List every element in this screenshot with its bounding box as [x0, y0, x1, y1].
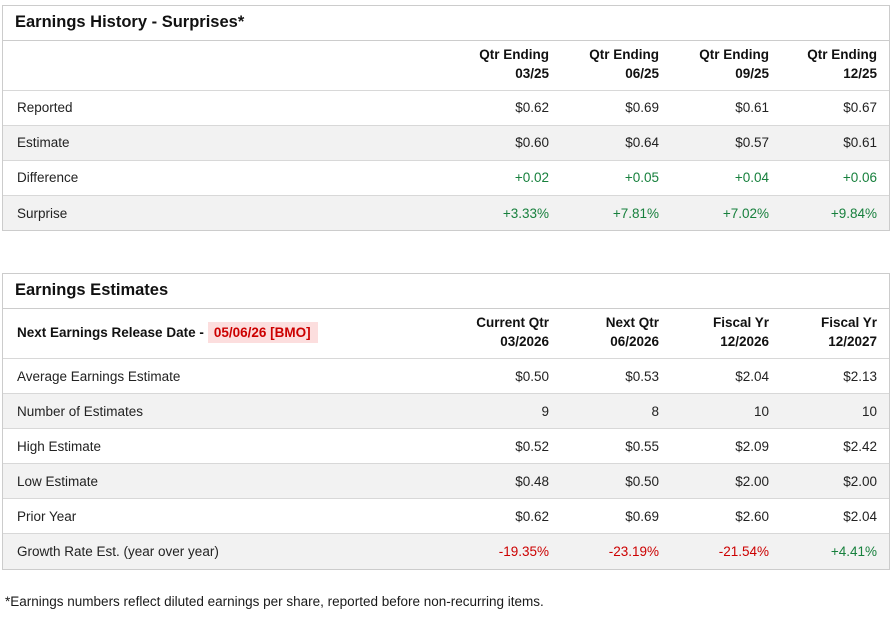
cell-value: 9 [449, 393, 559, 429]
row-label: Number of Estimates [3, 393, 449, 429]
cell-value: $2.42 [779, 428, 889, 464]
table-row-average-earnings-estimate: Average Earnings Estimate $0.50 $0.53 $2… [3, 358, 889, 394]
row-label: Growth Rate Est. (year over year) [3, 533, 449, 569]
table-row-estimate: Estimate $0.60 $0.64 $0.57 $0.61 [3, 124, 889, 161]
cell-value: $2.00 [779, 463, 889, 499]
cell-value: $0.50 [449, 358, 559, 394]
earnings-estimates-title: Earnings Estimates [3, 274, 889, 310]
release-date-label: Next Earnings Release Date - [17, 324, 204, 340]
cell-value: $0.62 [449, 498, 559, 534]
row-label: Estimate [3, 124, 449, 161]
cell-value: $0.64 [559, 124, 669, 161]
cell-value: +0.05 [559, 159, 669, 196]
column-header-qtr4: Qtr Ending 12/25 [807, 47, 877, 81]
cell-value: +7.81% [559, 194, 669, 231]
earnings-footnote: *Earnings numbers reflect diluted earnin… [5, 593, 544, 609]
cell-value: $2.00 [669, 463, 779, 499]
cell-value: -23.19% [559, 533, 669, 569]
table-row-surprise: Surprise +3.33% +7.81% +7.02% +9.84% [3, 194, 889, 231]
cell-value: $0.57 [669, 124, 779, 161]
cell-value: $2.13 [779, 358, 889, 394]
table-row-growth-rate: Growth Rate Est. (year over year) -19.35… [3, 533, 889, 569]
table-row-prior-year: Prior Year $0.62 $0.69 $2.60 $2.04 [3, 498, 889, 534]
cell-value: 10 [779, 393, 889, 429]
column-header-fiscal-yr-2: Fiscal Yr 12/2027 [820, 315, 877, 350]
cell-value: 8 [559, 393, 669, 429]
table-gap [2, 231, 890, 273]
release-date-badge: 05/06/26 [BMO] [207, 321, 318, 343]
cell-value: +7.02% [669, 194, 779, 231]
cell-value: $0.67 [779, 89, 889, 126]
earnings-estimates-header-row: Next Earnings Release Date -05/06/26 [BM… [3, 309, 889, 358]
cell-value: $0.50 [559, 463, 669, 499]
cell-value: $0.52 [449, 428, 559, 464]
cell-value: +3.33% [449, 194, 559, 231]
row-label: Surprise [3, 194, 449, 231]
row-label: Average Earnings Estimate [3, 358, 449, 394]
table-row-number-of-estimates: Number of Estimates 9 8 10 10 [3, 393, 889, 429]
row-label: Low Estimate [3, 463, 449, 499]
row-label: Prior Year [3, 498, 449, 534]
table-row-difference: Difference +0.02 +0.05 +0.04 +0.06 [3, 159, 889, 196]
cell-value: +4.41% [779, 533, 889, 569]
cell-value: $0.55 [559, 428, 669, 464]
cell-value: $0.53 [559, 358, 669, 394]
column-header-qtr1: Qtr Ending 03/25 [479, 47, 549, 81]
cell-value: +0.04 [669, 159, 779, 196]
earnings-history-title: Earnings History - Surprises* [3, 6, 889, 41]
cell-value: $2.04 [669, 358, 779, 394]
column-header-qtr2: Qtr Ending 06/25 [589, 47, 659, 81]
cell-value: $0.61 [669, 89, 779, 126]
earnings-estimates-table: Earnings Estimates Next Earnings Release… [2, 273, 890, 570]
cell-value: $2.60 [669, 498, 779, 534]
cell-value: -19.35% [449, 533, 559, 569]
earnings-history-table: Earnings History - Surprises* Qtr Ending… [2, 5, 890, 232]
column-header-next-qtr: Next Qtr 06/2026 [605, 315, 659, 350]
column-header-qtr3: Qtr Ending 09/25 [699, 47, 769, 81]
table-row-reported: Reported $0.62 $0.69 $0.61 $0.67 [3, 89, 889, 126]
cell-value: 10 [669, 393, 779, 429]
row-label: Reported [3, 89, 449, 126]
cell-value: $2.04 [779, 498, 889, 534]
row-label: High Estimate [3, 428, 449, 464]
row-label: Difference [3, 159, 449, 196]
cell-value: +0.06 [779, 159, 889, 196]
table-row-low-estimate: Low Estimate $0.48 $0.50 $2.00 $2.00 [3, 463, 889, 499]
next-earnings-release: Next Earnings Release Date -05/06/26 [BM… [3, 309, 449, 358]
earnings-history-header-row: Qtr Ending 03/25 Qtr Ending 06/25 Qtr En… [3, 41, 889, 90]
cell-value: $0.69 [559, 498, 669, 534]
cell-value: $0.60 [449, 124, 559, 161]
cell-value: -21.54% [669, 533, 779, 569]
header-spacer [3, 41, 449, 90]
table-row-high-estimate: High Estimate $0.52 $0.55 $2.09 $2.42 [3, 428, 889, 464]
cell-value: $0.48 [449, 463, 559, 499]
cell-value: $2.09 [669, 428, 779, 464]
cell-value: +9.84% [779, 194, 889, 231]
cell-value: +0.02 [449, 159, 559, 196]
column-header-fiscal-yr-1: Fiscal Yr 12/2026 [712, 315, 769, 350]
cell-value: $0.62 [449, 89, 559, 126]
column-header-current-qtr: Current Qtr 03/2026 [476, 315, 549, 350]
cell-value: $0.61 [779, 124, 889, 161]
cell-value: $0.69 [559, 89, 669, 126]
